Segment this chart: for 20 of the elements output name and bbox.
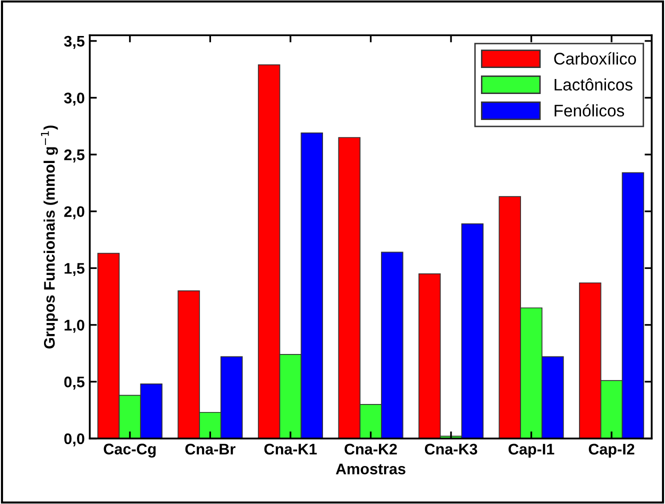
- legend-label: Fenólicos: [554, 104, 624, 117]
- y-tick-label: 3,0: [64, 92, 84, 106]
- x-tick-label: Cna-K3: [424, 444, 478, 455]
- y-tick-label: 1,0: [64, 320, 84, 333]
- x-tick-label: Cna-K2: [344, 444, 397, 455]
- y-tick-label: 2,5: [64, 149, 84, 162]
- x-tick-label: Cap-I2: [588, 444, 634, 458]
- y-tick-label: 1,5: [64, 263, 84, 276]
- y-tick-label: 0,5: [64, 376, 84, 390]
- x-axis-title: Amostras: [336, 464, 406, 474]
- y-axis-title: Grupos Funcionais (mmol g$^{−1}$): [41, 126, 58, 348]
- y-tick-label: 0,0: [64, 433, 84, 446]
- legend-label: Carboxílico: [554, 52, 636, 65]
- x-tick-label: Cna-K1: [264, 444, 317, 455]
- y-tick-label: 3,5: [64, 36, 84, 49]
- legend-label: Lactônicos: [554, 78, 632, 91]
- x-tick-label: Cap-I1: [508, 444, 554, 458]
- x-tick-label: Cac-Cg: [104, 444, 156, 458]
- y-tick-label: 2,0: [64, 206, 84, 220]
- x-tick-label: Cna-Br: [185, 444, 236, 455]
